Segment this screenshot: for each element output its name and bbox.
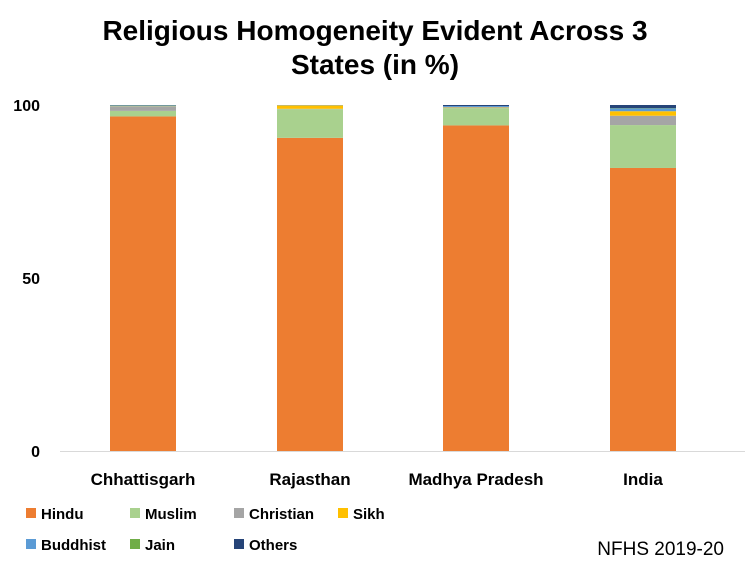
legend-swatch-others — [234, 539, 244, 549]
legend-swatch-christian — [234, 508, 244, 518]
legend-label-buddhist: Buddhist — [41, 537, 106, 554]
x-tick-label: Chhattisgarh — [91, 470, 196, 489]
bar-segment-others — [610, 105, 676, 109]
legend-swatch-sikh — [338, 508, 348, 518]
chart-title-line-1: Religious Homogeneity Evident Across 3 — [102, 15, 648, 46]
bar-segment-muslim — [443, 108, 509, 126]
legend-label-christian: Christian — [249, 506, 314, 523]
bar-segment-christian — [110, 106, 176, 111]
y-tick-label: 0 — [31, 444, 40, 461]
bar-segment-hindu — [443, 125, 509, 451]
legend-swatch-muslim — [130, 508, 140, 518]
bar-segment-buddhist — [610, 108, 676, 112]
legend-label-others: Others — [249, 537, 297, 554]
bar-segment-hindu — [610, 167, 676, 452]
x-tick-label: India — [623, 470, 663, 489]
bar-segment-sikh — [610, 111, 676, 116]
chart-title: Religious Homogeneity Evident Across 3 S… — [0, 14, 750, 82]
bar-segment-buddhist — [110, 105, 176, 107]
x-tick-label: Madhya Pradesh — [408, 470, 543, 489]
x-tick-label: Rajasthan — [269, 470, 350, 489]
bar-segment-christian — [443, 107, 509, 109]
legend-label-muslim: Muslim — [145, 506, 197, 523]
source-note: NFHS 2019-20 — [597, 539, 724, 560]
legend-swatch-jain — [130, 539, 140, 549]
legend-swatch-hindu — [26, 508, 36, 518]
bar-segment-muslim — [110, 110, 176, 117]
bar-segment-christian — [610, 115, 676, 126]
bar-segment-hindu — [110, 116, 176, 451]
y-tick-label: 100 — [13, 98, 40, 115]
legend-swatch-buddhist — [26, 539, 36, 549]
bar-segment-hindu — [277, 137, 343, 451]
chart-title-line-2: States (in %) — [290, 49, 460, 80]
y-tick-label: 50 — [22, 271, 40, 288]
legend-label-hindu: Hindu — [41, 506, 84, 523]
legend-label-sikh: Sikh — [353, 506, 385, 523]
legend-label-jain: Jain — [145, 537, 175, 554]
bar-segment-muslim — [610, 125, 676, 168]
bar-segment-buddhist — [443, 106, 509, 108]
bar-segment-sikh — [277, 105, 343, 109]
bar-segment-others — [443, 105, 509, 107]
bar-segment-muslim — [277, 109, 343, 138]
